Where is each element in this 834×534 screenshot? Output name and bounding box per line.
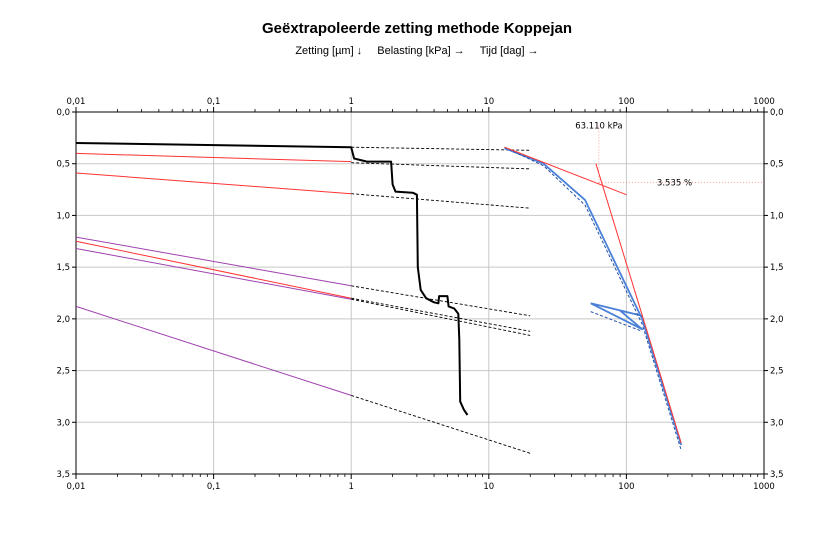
x-tick-label-bottom: 1 (348, 482, 353, 492)
y-tick-label-left: 1,0 (56, 211, 70, 221)
annotation-label: 63.110 kPa (575, 121, 622, 131)
x-tick-label-top: 100 (618, 97, 634, 107)
legend-zetting: Zetting [µm] ↓ (295, 45, 363, 57)
legend-tijd: Tijd [dag] → (479, 45, 539, 57)
y-tick-label-left: 0,5 (56, 160, 70, 170)
x-tick-label-bottom: 1000 (753, 482, 775, 492)
x-tick-label-top: 1 (348, 97, 353, 107)
x-tick-label-top: 1000 (753, 97, 775, 107)
annotation-label: 3.535 % (657, 178, 692, 188)
x-tick-label-bottom: 10 (483, 482, 494, 492)
y-tick-label-right: 3,5 (770, 470, 784, 480)
y-tick-label-right: 2,5 (770, 367, 784, 377)
y-tick-label-right: 0,5 (770, 160, 784, 170)
koppejan-fit-series-line (75, 248, 352, 300)
koppejan-fit-series-line (75, 240, 352, 299)
extrapolation-series-line (351, 394, 531, 454)
koppejan-fit-series-line (75, 152, 352, 163)
y-tick-label-right: 1,0 (770, 211, 784, 221)
extrapolation-series-line (351, 285, 531, 317)
y-tick-label-left: 2,0 (56, 315, 70, 325)
x-tick-label-bottom: 100 (618, 482, 634, 492)
x-tick-label-bottom: 0,01 (67, 482, 86, 492)
load-series-line (504, 147, 683, 446)
y-tick-label-left: 2,5 (56, 367, 70, 377)
plot-area (76, 112, 764, 474)
extrapolation-series-line (351, 297, 531, 332)
tangent-series-line (595, 163, 682, 444)
y-tick-label-left: 3,0 (56, 418, 70, 428)
koppejan-fit-series-line (75, 172, 352, 195)
load-series-line (590, 302, 643, 331)
x-tick-label-bottom: 0,1 (207, 482, 221, 492)
y-tick-label-left: 0,0 (56, 108, 70, 118)
x-tick-label-top: 0,1 (207, 97, 221, 107)
load-dashed-series-line (590, 311, 643, 332)
x-tick-label-top: 0,01 (67, 97, 86, 107)
koppejan-fit-series-line (75, 236, 352, 287)
y-tick-label-left: 1,5 (56, 263, 70, 273)
y-tick-label-right: 0,0 (770, 108, 784, 118)
y-tick-label-right: 2,0 (770, 315, 784, 325)
plot-frame (75, 111, 765, 475)
x-tick-label-top: 10 (483, 97, 494, 107)
y-tick-label-right: 1,5 (770, 263, 784, 273)
tangent-series-line (504, 146, 627, 196)
load-dashed-series-line (504, 146, 682, 451)
extrapolation-series-line (351, 298, 531, 336)
legend-belasting: Belasting [kPa] → (377, 45, 465, 57)
chart-title: Geëxtrapoleerde zetting methode Koppejan (261, 20, 573, 37)
y-tick-label-right: 3,0 (770, 418, 784, 428)
y-tick-label-left: 3,5 (56, 470, 70, 480)
chart-legend: Zetting [µm] ↓ Belasting [kPa] → Tijd [d… (0, 45, 834, 57)
koppejan-fit-series-line (75, 305, 352, 396)
